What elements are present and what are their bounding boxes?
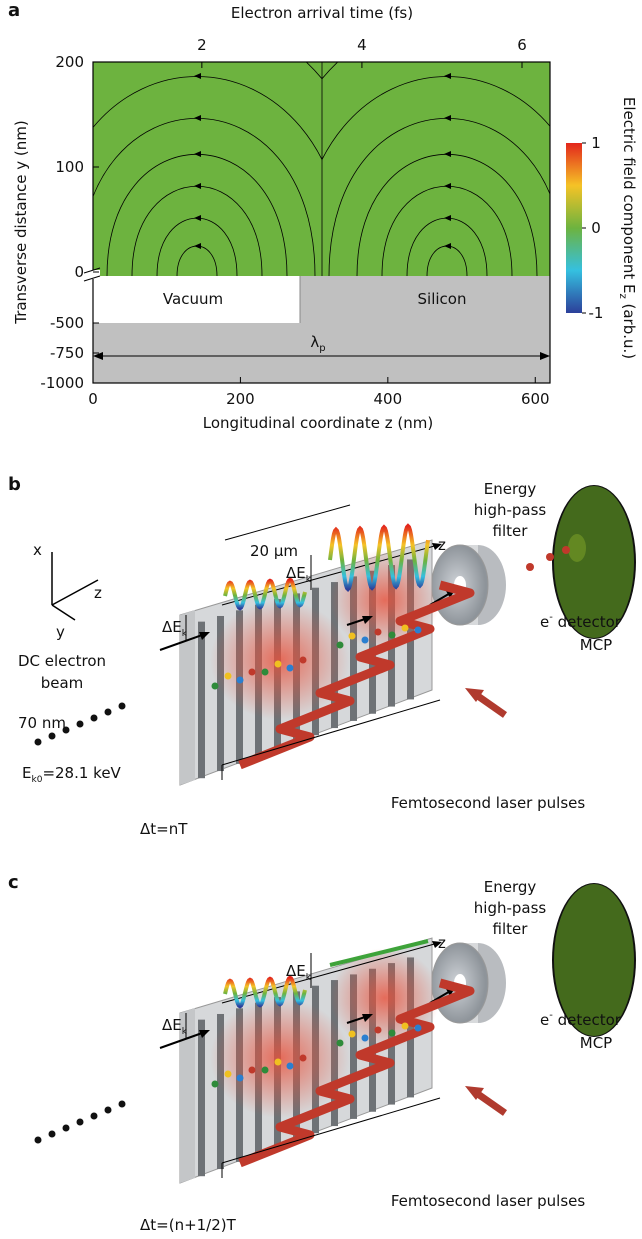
- subscript: k: [182, 1027, 188, 1037]
- top-tick-label: 4: [357, 36, 367, 54]
- symbol: ΔE: [162, 1016, 182, 1034]
- detector-label: MCP: [580, 636, 612, 654]
- electron: [546, 553, 554, 561]
- detector-label: MCP: [580, 1034, 612, 1052]
- electron: [91, 1113, 98, 1120]
- region-label: Vacuum: [163, 290, 223, 308]
- y-tick-label: 0: [74, 263, 84, 281]
- x-tick-label: 600: [521, 390, 550, 408]
- text: e: [540, 1011, 549, 1029]
- z-label: z: [438, 536, 446, 554]
- gap-label: 70 nm: [18, 714, 66, 732]
- electron: [63, 727, 70, 734]
- top-tick-label: 6: [517, 36, 527, 54]
- electron: [526, 563, 534, 571]
- panel-label: c: [8, 872, 19, 893]
- region-label: Silicon: [418, 290, 467, 308]
- z-label: z: [438, 934, 446, 952]
- electron: [77, 1119, 84, 1126]
- colorbar-tick-label: 1: [591, 134, 601, 152]
- subscript: k0: [31, 775, 42, 785]
- y-tick-label: 200: [55, 53, 84, 71]
- electron: [105, 1107, 112, 1114]
- y-tick-label: -500: [50, 314, 84, 332]
- axis-label: y: [56, 623, 65, 641]
- energy-label: Ek0=28.1 keV: [22, 764, 122, 785]
- beam-label: DC electron: [18, 652, 106, 670]
- detector-label: e- detector: [540, 612, 622, 631]
- text: e: [540, 613, 549, 631]
- electron: [91, 715, 98, 722]
- electron: [49, 1131, 56, 1138]
- title: Electric field component E: [620, 97, 638, 294]
- spacing-bracket: [225, 505, 350, 540]
- text: detector: [553, 613, 622, 631]
- filter-label: Energy: [484, 878, 537, 896]
- filter-label: filter: [493, 522, 529, 540]
- title: (arb.u.): [620, 299, 638, 359]
- laser-label: Femtosecond laser pulses: [391, 794, 586, 812]
- x-tick-label: 200: [226, 390, 255, 408]
- colorbar-tick-label: -1: [589, 304, 604, 322]
- symbol: λ: [310, 333, 319, 351]
- laser-label: Femtosecond laser pulses: [391, 1192, 586, 1210]
- symbol: ΔE: [286, 962, 306, 980]
- filter-label: filter: [493, 920, 529, 938]
- electron: [105, 709, 112, 716]
- filter-label: high-pass: [474, 899, 547, 917]
- y-tick-label: 100: [55, 158, 84, 176]
- electron: [49, 733, 56, 740]
- filter-label: high-pass: [474, 501, 547, 519]
- electron: [119, 703, 126, 710]
- filter-label: Energy: [484, 480, 537, 498]
- detector-label: e- detector: [540, 1010, 622, 1029]
- electron: [35, 739, 42, 746]
- y-tick-label: -750: [50, 344, 84, 362]
- x-tick-label: 400: [374, 390, 403, 408]
- field-arrow: [194, 13, 201, 19]
- colorbar-tick-label: 0: [591, 219, 601, 237]
- field-arrow: [444, 13, 451, 19]
- subscript: k: [306, 973, 312, 983]
- axis-label: x: [33, 541, 42, 559]
- electron: [63, 1125, 70, 1132]
- axis-label: z: [94, 584, 102, 602]
- top-axis-title: Electron arrival time (fs): [231, 4, 413, 22]
- delay-label: Δt=(n+1/2)T: [140, 1216, 237, 1234]
- text: detector: [553, 1011, 622, 1029]
- x-tick-label: 0: [88, 390, 98, 408]
- subscript: k: [182, 629, 188, 639]
- panel-label: a: [8, 0, 20, 21]
- text: =28.1 keV: [42, 764, 121, 782]
- subscript: k: [306, 575, 312, 585]
- y-axis-title: Transverse distance y (nm): [12, 120, 30, 325]
- colorbar: [566, 143, 582, 313]
- beam-label: beam: [41, 674, 84, 692]
- axes-glyph: [52, 552, 98, 620]
- delay-label: Δt=nT: [140, 820, 188, 838]
- figure: a Electron arrival time (fs) Vacuum Sili…: [0, 0, 642, 1239]
- symbol: ΔE: [286, 564, 306, 582]
- electron: [119, 1101, 126, 1108]
- subscript: p: [319, 343, 325, 354]
- electron: [562, 546, 570, 554]
- colorbar-title: Electric field component Ez (arb.u.): [617, 97, 638, 359]
- symbol: E: [22, 764, 31, 782]
- energy-spread: ΔEk: [286, 564, 312, 585]
- x-axis-title: Longitudinal coordinate z (nm): [203, 414, 433, 432]
- energy-spread: ΔEk: [286, 962, 312, 983]
- y-tick-label: -1000: [40, 374, 84, 392]
- electron: [35, 1137, 42, 1144]
- spacing-label: 20 μm: [250, 542, 298, 560]
- top-tick-label: 2: [197, 36, 207, 54]
- panel-label: b: [8, 474, 21, 495]
- symbol: ΔE: [162, 618, 182, 636]
- electron: [77, 721, 84, 728]
